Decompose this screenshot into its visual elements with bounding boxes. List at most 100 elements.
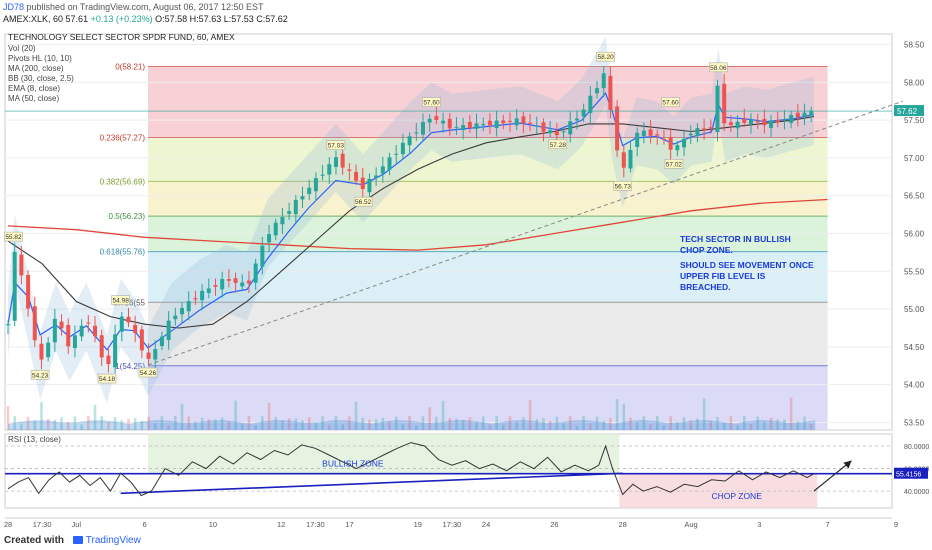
volume-bar — [113, 417, 117, 430]
volume-bar — [448, 418, 452, 430]
volume-bar — [381, 417, 385, 430]
volume-bar — [769, 417, 773, 430]
candle-body — [200, 290, 205, 301]
candle-body — [481, 124, 486, 126]
volume-bar — [502, 424, 505, 430]
volume-bar — [662, 425, 666, 430]
volume-bar — [174, 416, 177, 430]
candle-body — [447, 118, 452, 129]
volume-bar — [321, 416, 324, 430]
volume-bar — [555, 416, 559, 430]
volume-bar — [783, 419, 786, 430]
candle-body — [554, 131, 559, 136]
candle-body — [508, 120, 513, 122]
candle-body — [668, 137, 673, 150]
annotation-text: TECH SECTOR IN BULLISH — [680, 234, 791, 244]
y-tick-label: 58.50 — [904, 41, 925, 50]
volume-bar — [107, 422, 110, 430]
pivot-label: 56.52 — [355, 199, 372, 206]
pivot-box — [422, 97, 441, 107]
candle-body — [380, 166, 385, 174]
candle-body — [226, 279, 231, 281]
candle-body — [615, 106, 620, 151]
pivot-label: 56.73 — [615, 183, 632, 190]
y-tick-label: 55.00 — [904, 305, 925, 314]
candle-body — [287, 211, 292, 214]
candle-body — [641, 130, 646, 137]
candle-body — [394, 153, 399, 155]
chart-canvas[interactable]: 0(58.21) 0.236(57.27) 0.382(56.69) 0.5(56.2… — [0, 25, 932, 533]
pivot-box — [664, 159, 684, 169]
volume-bar — [334, 416, 338, 430]
pivot-box — [111, 295, 130, 305]
volume-bar — [234, 400, 237, 430]
pivot-label: 57.02 — [666, 161, 683, 168]
volume-bar — [649, 424, 652, 430]
volume-bar — [33, 421, 37, 430]
volume-bar — [6, 406, 10, 430]
candle-body — [347, 169, 352, 171]
volume-bar — [401, 423, 405, 430]
y-tick-label: 55.50 — [904, 267, 925, 276]
volume-bar — [120, 420, 124, 430]
legend-item: BB (30, close, 2.5) — [8, 74, 74, 83]
annotation-text: SHOULD SEE MOVEMENT ONCE — [680, 260, 814, 270]
volume-bar — [595, 416, 599, 430]
volume-bar — [140, 420, 144, 430]
candle-body — [441, 120, 446, 124]
volume-bar — [287, 418, 291, 430]
footer: Created with TradingView — [4, 535, 141, 546]
candle-body — [427, 118, 432, 123]
candle-body — [280, 217, 285, 225]
rsi-arrow-head — [843, 460, 852, 469]
author-link[interactable]: JD78 — [3, 2, 25, 12]
candle-body — [655, 134, 660, 136]
volume-bar — [676, 422, 679, 430]
candle-body — [119, 316, 124, 332]
pivot-label: 58.06 — [710, 65, 727, 72]
volume-bar — [220, 417, 224, 430]
candle-body — [789, 115, 794, 123]
chart-title: TECHNOLOGY SELECT SECTOR SPDR FUND, 60, … — [8, 32, 235, 42]
candle-body — [595, 88, 600, 94]
candle-body — [748, 119, 753, 124]
candle-body — [608, 75, 613, 110]
x-tick-label: 17:30 — [306, 520, 325, 529]
last-price: 57.61 — [65, 14, 89, 24]
candle-body — [454, 126, 459, 128]
volume-bar — [548, 420, 552, 430]
candle-body — [52, 318, 57, 343]
candle-body — [407, 136, 412, 146]
rsi-title: RSI (13, close) — [8, 435, 61, 444]
candle-body — [802, 112, 807, 117]
ma200-line — [7, 198, 828, 251]
fib-level-label: 0.5(56.23) — [109, 212, 146, 221]
volume-bar — [495, 416, 498, 430]
volume-bar — [307, 417, 311, 430]
candle-body — [648, 129, 653, 136]
pivot-box — [613, 181, 633, 191]
volume-bar — [147, 416, 150, 430]
volume-bar — [575, 425, 579, 430]
volume-bar — [133, 418, 137, 430]
candle-body — [715, 85, 720, 133]
volume-bar — [194, 421, 197, 430]
volume-bar — [702, 398, 706, 430]
bollinger-band — [8, 37, 814, 404]
volume-bar — [341, 424, 344, 430]
candle-body — [755, 121, 760, 123]
pivot-box — [30, 369, 50, 380]
legend-item: MA (200, close) — [8, 64, 64, 73]
trendline — [147, 100, 903, 366]
volume-bar — [180, 403, 184, 430]
candle-body — [133, 324, 138, 333]
candle-body — [782, 119, 787, 121]
tradingview-brand[interactable]: TradingView — [85, 535, 141, 546]
volume-bar — [127, 418, 130, 430]
fib-band — [148, 66, 828, 138]
candle-body — [420, 122, 425, 135]
x-tick-label: 3 — [757, 520, 761, 529]
pivot-box — [4, 231, 23, 242]
candle-body — [113, 334, 118, 368]
annotation-text: CHOP ZONE. — [680, 245, 733, 255]
